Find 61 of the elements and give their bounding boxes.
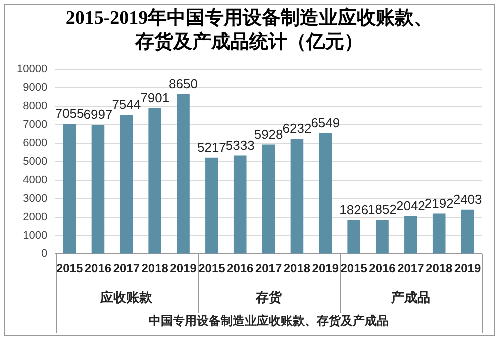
- data-label: 1826: [340, 202, 369, 218]
- bar: [376, 220, 389, 254]
- data-label: 7055: [55, 106, 84, 122]
- bar: [92, 125, 105, 254]
- x-tick-label: 2017: [255, 262, 282, 276]
- bar: [319, 133, 332, 254]
- x-tick-label: 2018: [142, 262, 169, 276]
- data-label: 2403: [453, 192, 482, 207]
- bar: [234, 156, 247, 254]
- data-label: 6232: [282, 121, 312, 136]
- bar: [206, 158, 218, 254]
- x-tick-label: 2017: [398, 262, 425, 276]
- text: 存货: [254, 290, 283, 305]
- x-tick-label: 2018: [426, 262, 454, 276]
- x-tick-label: 2015: [56, 262, 84, 276]
- x-tick-label: 2016: [227, 262, 254, 276]
- bar: [177, 94, 190, 254]
- x-tick-label: 2015: [198, 262, 226, 276]
- bar: [348, 220, 360, 254]
- bar: [461, 210, 474, 254]
- data-label: 2192: [424, 196, 454, 211]
- data-label: 2042: [396, 198, 426, 214]
- data-label: 1852: [368, 202, 397, 218]
- y-tick-label: 9000: [23, 82, 48, 94]
- x-tick-label: 2018: [284, 262, 311, 276]
- data-label: 5928: [254, 126, 284, 142]
- x-tick-label: 2016: [369, 262, 396, 276]
- x-tick-label: 2019: [312, 262, 340, 276]
- x-tick-label: 2016: [84, 262, 112, 276]
- bar: [120, 114, 134, 254]
- y-tick-label: 2000: [23, 211, 48, 224]
- y-tick-label: 1000: [23, 230, 48, 242]
- data-label: 6997: [84, 107, 113, 122]
- x-axis-title: 中国专用设备制造业应收账款、存货及产成品: [148, 314, 389, 328]
- y-tick-label: 7000: [23, 119, 48, 132]
- data-label: 7544: [112, 97, 142, 112]
- y-tick-label: 3000: [23, 192, 48, 205]
- x-tick-label: 2017: [113, 262, 140, 276]
- x-tick-label: 2019: [454, 262, 482, 276]
- x-tick-label: 2015: [340, 262, 368, 276]
- y-tick-label: 10000: [16, 64, 48, 76]
- bar: [63, 124, 76, 254]
- text: 应收账款: [100, 290, 154, 305]
- text: 产成品: [390, 290, 430, 305]
- bar: [432, 214, 446, 254]
- data-label: 8650: [169, 76, 198, 92]
- data-label: 6549: [311, 115, 340, 130]
- data-label: 5333: [226, 138, 255, 153]
- x-tick-label: 2019: [170, 262, 198, 276]
- bar: [262, 144, 276, 254]
- bar: [148, 108, 162, 254]
- y-tick-label: 8000: [23, 100, 48, 113]
- y-tick-label: 5000: [23, 156, 48, 168]
- data-label: 7901: [140, 90, 170, 106]
- data-label: 5217: [197, 140, 226, 155]
- y-tick-label: 0: [41, 248, 48, 260]
- y-tick-label: 4000: [23, 174, 48, 186]
- bar: [404, 216, 418, 254]
- y-tick-label: 6000: [23, 137, 48, 150]
- bar: [290, 139, 304, 254]
- chart-title: 2015-2019年中国专用设备制造业应收账款、存货及产成品统计（亿元）: [64, 7, 434, 55]
